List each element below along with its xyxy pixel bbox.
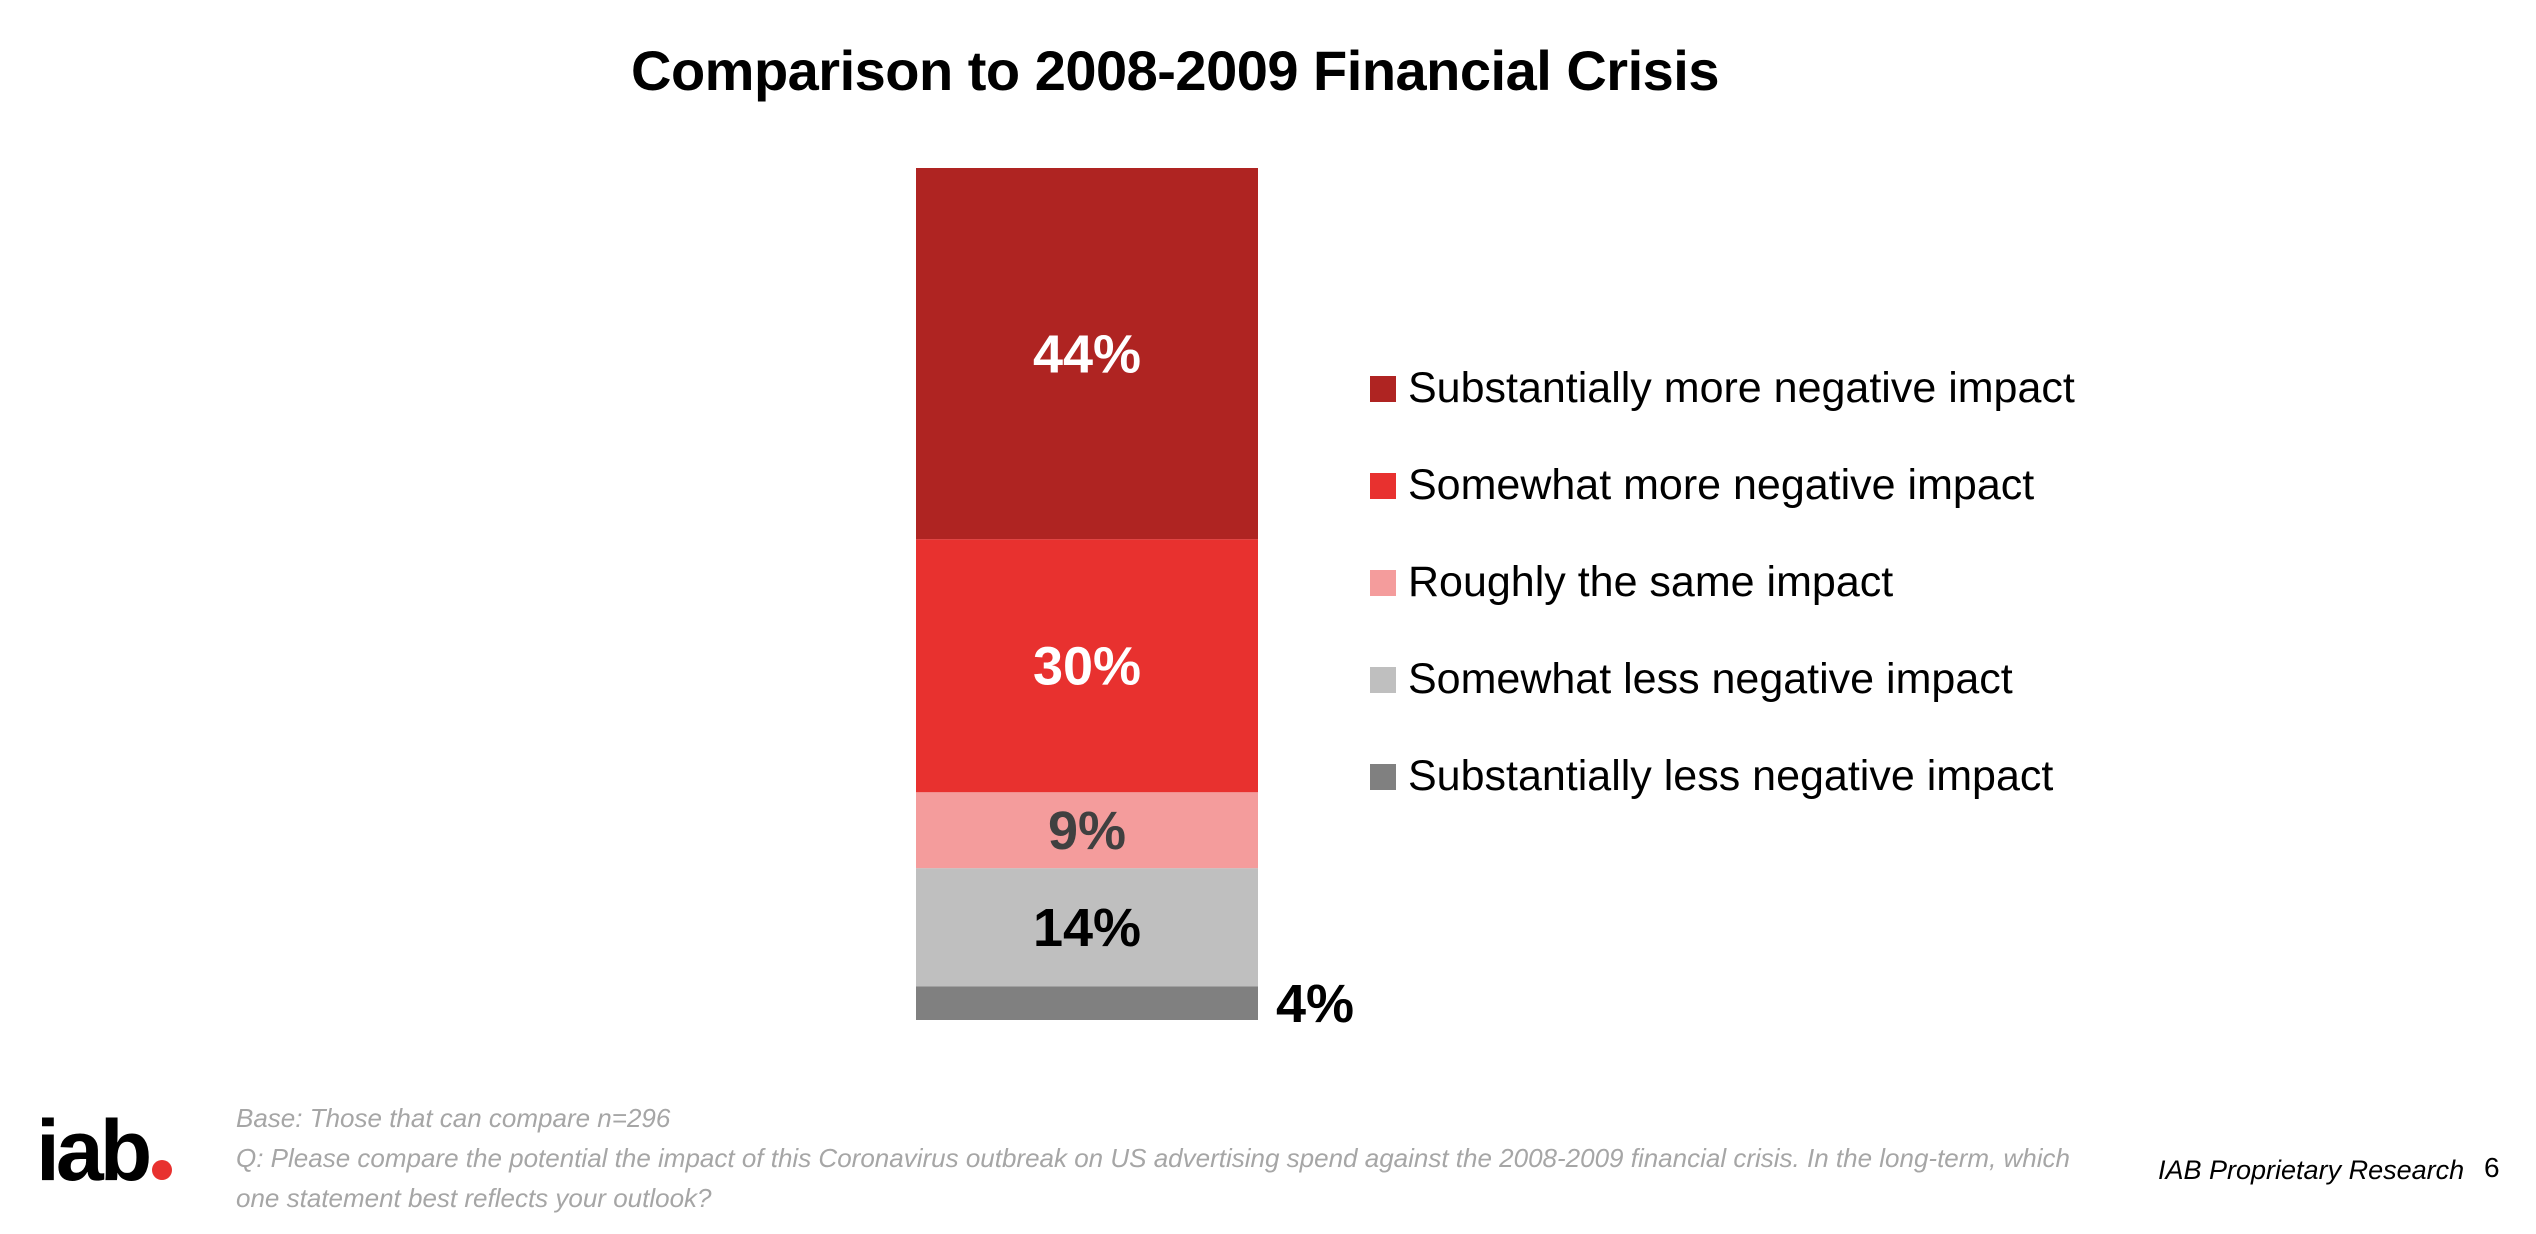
legend-swatch-icon bbox=[1370, 569, 1396, 596]
legend-item-5: Substantially less negative impact bbox=[1370, 728, 2075, 825]
legend-label: Substantially less negative impact bbox=[1408, 752, 2054, 800]
footnote-question: Q: Please compare the potential the impa… bbox=[236, 1143, 2071, 1213]
bar-segment-label-1: 4% bbox=[1276, 974, 1354, 1034]
legend-swatch-icon bbox=[1370, 375, 1396, 402]
bar-segment-2 bbox=[916, 868, 1258, 987]
legend-label: Somewhat less negative impact bbox=[1408, 655, 2013, 703]
legend-label: Roughly the same impact bbox=[1408, 558, 1894, 606]
chart-title: Comparison to 2008-2009 Financial Crisis bbox=[631, 39, 1719, 102]
bar-segment-1 bbox=[916, 986, 1258, 1020]
bar-segment-5 bbox=[916, 168, 1258, 540]
logo-text: iab bbox=[36, 1103, 152, 1199]
legend-swatch-icon bbox=[1370, 472, 1396, 499]
legend-item-3: Roughly the same impact bbox=[1370, 534, 2075, 631]
page-number: 6 bbox=[2484, 1152, 2500, 1183]
bar-segment-label-3: 9% bbox=[1048, 801, 1126, 861]
legend-item-2: Somewhat more negative impact bbox=[1370, 437, 2075, 534]
iab-logo: iab bbox=[36, 1108, 173, 1194]
footnote-base: Base: Those that can compare n=296 bbox=[236, 1103, 671, 1133]
brand-label: IAB Proprietary Research bbox=[2158, 1155, 2465, 1185]
bar-segment-label-4: 30% bbox=[1033, 637, 1141, 697]
bar-segment-4 bbox=[916, 539, 1258, 793]
logo-dot-icon bbox=[152, 1160, 173, 1180]
legend-swatch-icon bbox=[1370, 763, 1396, 790]
bar-segment-label-2: 14% bbox=[1033, 898, 1141, 958]
legend-swatch-icon bbox=[1370, 666, 1396, 693]
bar-segment-label-5: 44% bbox=[1033, 325, 1141, 385]
legend-label: Substantially more negative impact bbox=[1408, 364, 2075, 412]
legend-item-4: Somewhat less negative impact bbox=[1370, 631, 2075, 728]
chart-legend: Substantially more negative impact Somewh… bbox=[1370, 340, 2075, 825]
bar-segment-3 bbox=[916, 792, 1258, 869]
footnote: Base: Those that can compare n=296 Q: Pl… bbox=[236, 1098, 2106, 1218]
legend-label: Somewhat more negative impact bbox=[1408, 461, 2035, 509]
legend-item-1: Substantially more negative impact bbox=[1370, 340, 2075, 437]
